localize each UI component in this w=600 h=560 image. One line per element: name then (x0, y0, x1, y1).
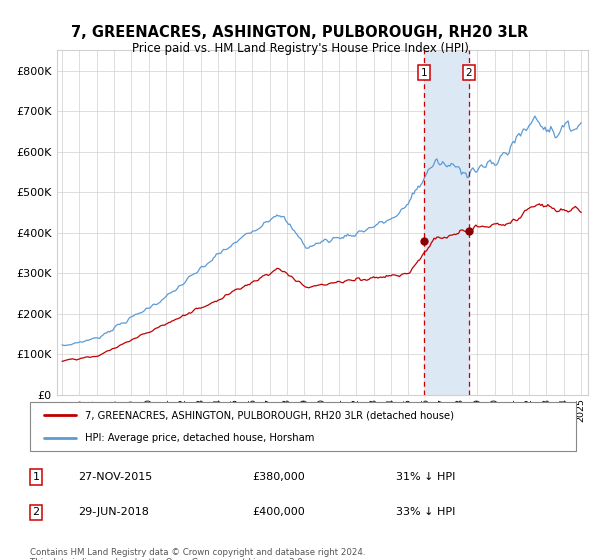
Text: £380,000: £380,000 (252, 472, 305, 482)
FancyBboxPatch shape (30, 402, 576, 451)
Text: 7, GREENACRES, ASHINGTON, PULBOROUGH, RH20 3LR (detached house): 7, GREENACRES, ASHINGTON, PULBOROUGH, RH… (85, 410, 454, 421)
Text: 29-JUN-2018: 29-JUN-2018 (78, 507, 149, 517)
Text: 7, GREENACRES, ASHINGTON, PULBOROUGH, RH20 3LR: 7, GREENACRES, ASHINGTON, PULBOROUGH, RH… (71, 25, 529, 40)
Text: 2: 2 (32, 507, 40, 517)
Text: £400,000: £400,000 (252, 507, 305, 517)
Text: Contains HM Land Registry data © Crown copyright and database right 2024.
This d: Contains HM Land Registry data © Crown c… (30, 548, 365, 560)
Text: Price paid vs. HM Land Registry's House Price Index (HPI): Price paid vs. HM Land Registry's House … (131, 42, 469, 55)
Text: 33% ↓ HPI: 33% ↓ HPI (396, 507, 455, 517)
Text: 1: 1 (32, 472, 40, 482)
Text: HPI: Average price, detached house, Horsham: HPI: Average price, detached house, Hors… (85, 433, 314, 444)
Text: 27-NOV-2015: 27-NOV-2015 (78, 472, 152, 482)
Bar (424, 50, 469, 395)
Text: 31% ↓ HPI: 31% ↓ HPI (396, 472, 455, 482)
Text: 2: 2 (466, 68, 472, 78)
Text: 1: 1 (421, 68, 427, 78)
